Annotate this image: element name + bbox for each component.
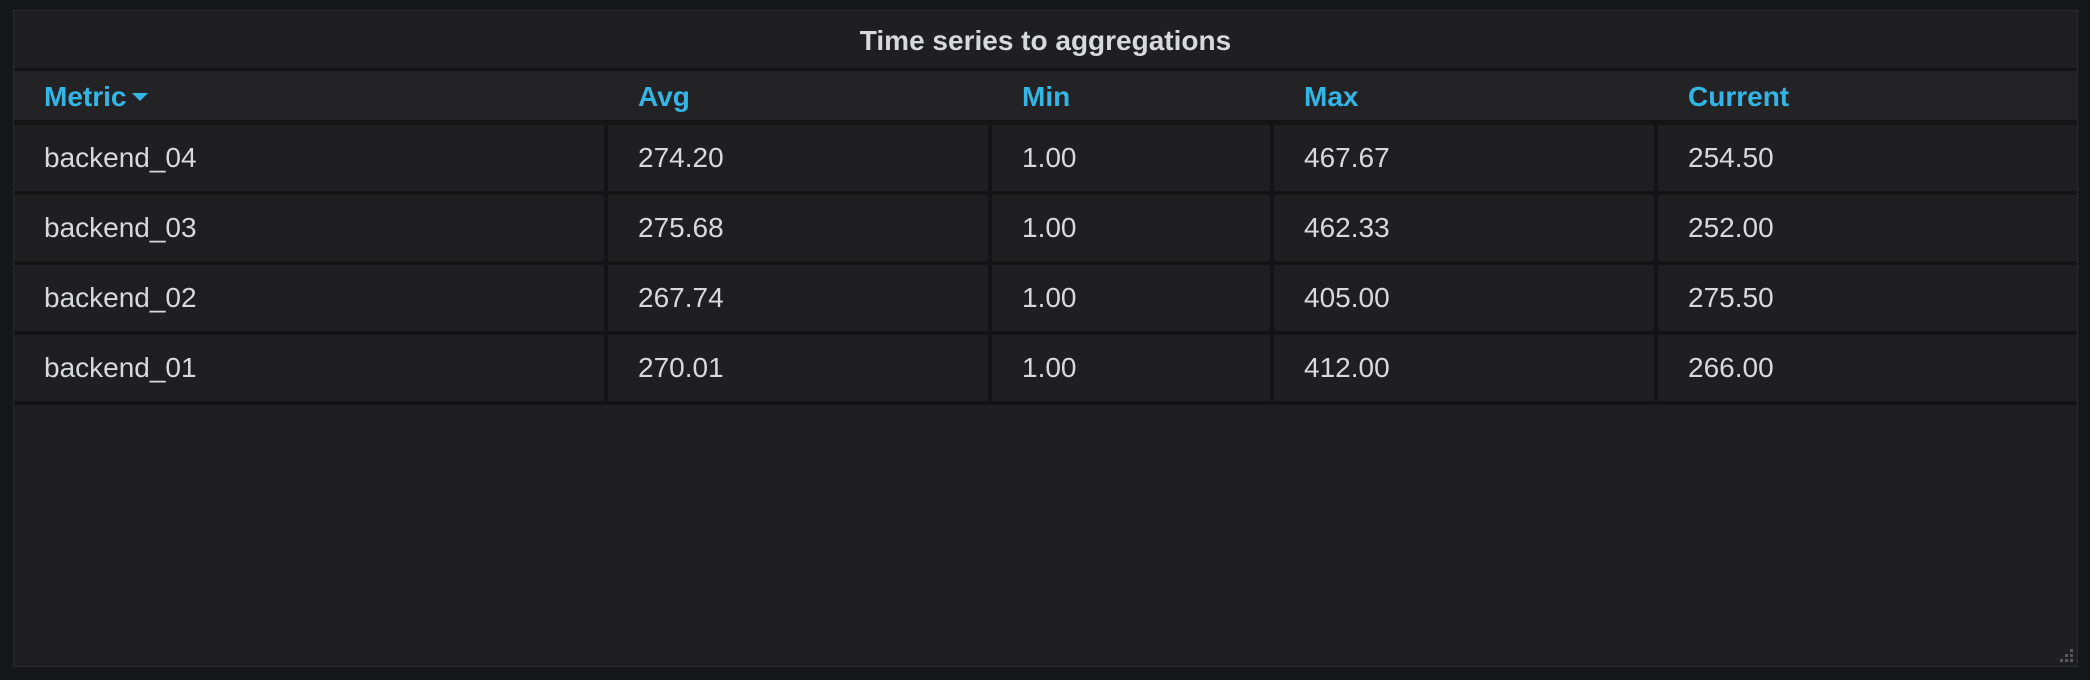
cell-min: 1.00 <box>988 125 1270 191</box>
cell-max: 405.00 <box>1270 265 1654 331</box>
column-header-label: Max <box>1304 80 1359 112</box>
cell-current: 252.00 <box>1654 195 2077 261</box>
cell-min: 1.00 <box>988 195 1270 261</box>
column-header-label: Metric <box>44 80 127 112</box>
cell-avg: 274.20 <box>604 125 988 191</box>
table-row: backend_02 267.74 1.00 405.00 275.50 <box>14 265 2077 335</box>
column-header-metric[interactable]: Metric <box>14 71 604 120</box>
caret-down-icon <box>132 92 149 101</box>
cell-min: 1.00 <box>988 265 1270 331</box>
cell-metric: backend_04 <box>44 142 197 173</box>
aggregations-table: Metric Avg Min Max Current backend_04 27… <box>14 71 2077 405</box>
cell-avg: 275.68 <box>604 195 988 261</box>
cell-current: 266.00 <box>1654 335 2077 401</box>
cell-avg: 267.74 <box>604 265 988 331</box>
column-header-current[interactable]: Current <box>1654 71 2077 120</box>
column-header-label: Current <box>1688 80 1790 112</box>
cell-max: 462.33 <box>1270 195 1654 261</box>
column-header-min[interactable]: Min <box>988 71 1270 120</box>
cell-current: 275.50 <box>1654 265 2077 331</box>
resize-handle-icon[interactable] <box>2059 648 2073 662</box>
column-header-label: Min <box>1022 80 1071 112</box>
cell-max: 412.00 <box>1270 335 1654 401</box>
cell-max: 467.67 <box>1270 125 1654 191</box>
table-row: backend_04 274.20 1.00 467.67 254.50 <box>14 125 2077 195</box>
cell-current: 254.50 <box>1654 125 2077 191</box>
table-panel: Time series to aggregations Metric Avg M… <box>13 10 2078 667</box>
cell-avg: 270.01 <box>604 335 988 401</box>
cell-metric: backend_03 <box>44 212 197 243</box>
panel-title[interactable]: Time series to aggregations <box>14 11 2077 71</box>
column-header-max[interactable]: Max <box>1270 71 1654 120</box>
cell-metric: backend_02 <box>44 282 197 313</box>
column-header-label: Avg <box>638 80 690 112</box>
table-header-row: Metric Avg Min Max Current <box>14 71 2077 125</box>
cell-metric: backend_01 <box>44 352 197 383</box>
table-row: backend_01 270.01 1.00 412.00 266.00 <box>14 335 2077 405</box>
column-header-avg[interactable]: Avg <box>604 71 988 120</box>
table-row: backend_03 275.68 1.00 462.33 252.00 <box>14 195 2077 265</box>
cell-min: 1.00 <box>988 335 1270 401</box>
